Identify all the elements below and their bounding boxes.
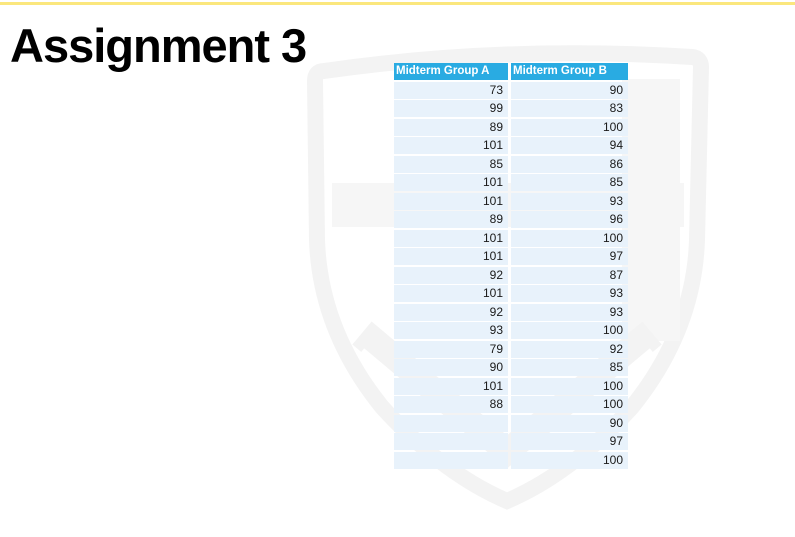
table-row: 90 85 bbox=[394, 359, 628, 376]
cell-group-a: 92 bbox=[394, 303, 508, 321]
table-row: 90 bbox=[394, 414, 628, 432]
table-row: 101 93 bbox=[394, 285, 628, 302]
cell-group-b: 93 bbox=[511, 303, 628, 321]
cell-group-a bbox=[394, 433, 508, 450]
table-row: 92 93 bbox=[394, 303, 628, 321]
cell-group-a: 89 bbox=[394, 211, 508, 228]
page-title: Assignment 3 bbox=[10, 19, 307, 72]
table-row: 79 92 bbox=[394, 340, 628, 358]
cell-group-a: 90 bbox=[394, 359, 508, 376]
cell-group-a: 85 bbox=[394, 155, 508, 173]
page-top-accent-line bbox=[0, 2, 795, 5]
table-row: 101 93 bbox=[394, 192, 628, 210]
cell-group-b: 85 bbox=[511, 359, 628, 376]
table-row: 88 100 bbox=[394, 396, 628, 413]
cell-group-a: 101 bbox=[394, 248, 508, 265]
table-row: 92 87 bbox=[394, 266, 628, 284]
cell-group-b: 100 bbox=[511, 396, 628, 413]
table-row: 101 100 bbox=[394, 229, 628, 247]
cell-group-b: 100 bbox=[511, 229, 628, 247]
cell-group-b: 94 bbox=[511, 137, 628, 154]
column-header-group-a: Midterm Group A bbox=[394, 63, 508, 80]
table-row: 101 97 bbox=[394, 248, 628, 265]
table-header-row: Midterm Group A Midterm Group B bbox=[394, 63, 628, 80]
table-row: 101 100 bbox=[394, 377, 628, 395]
table-body: 73 90 99 83 89 100 101 94 85 86 101 85 101 93 89 96 101 1… bbox=[394, 81, 628, 469]
cell-group-a: 89 bbox=[394, 118, 508, 136]
table-row: 89 100 bbox=[394, 118, 628, 136]
cell-group-a: 92 bbox=[394, 266, 508, 284]
cell-group-b: 100 bbox=[511, 322, 628, 339]
cell-group-b: 100 bbox=[511, 118, 628, 136]
score-table: Midterm Group A Midterm Group B 73 90 99 83… bbox=[394, 63, 628, 470]
cell-group-a: 101 bbox=[394, 174, 508, 191]
cell-group-b: 87 bbox=[511, 266, 628, 284]
cell-group-b: 93 bbox=[511, 192, 628, 210]
cell-group-b: 83 bbox=[511, 100, 628, 117]
cell-group-b: 90 bbox=[511, 81, 628, 99]
table-row: 97 bbox=[394, 433, 628, 450]
cell-group-b: 100 bbox=[511, 377, 628, 395]
table-row: 89 96 bbox=[394, 211, 628, 228]
cell-group-b: 96 bbox=[511, 211, 628, 228]
column-header-group-b: Midterm Group B bbox=[511, 63, 628, 80]
cell-group-b: 97 bbox=[511, 248, 628, 265]
cell-group-b: 93 bbox=[511, 285, 628, 302]
cell-group-b: 100 bbox=[511, 451, 628, 469]
table-row: 100 bbox=[394, 451, 628, 469]
table-row: 101 85 bbox=[394, 174, 628, 191]
cell-group-a: 101 bbox=[394, 137, 508, 154]
cell-group-b: 97 bbox=[511, 433, 628, 450]
cell-group-a: 101 bbox=[394, 192, 508, 210]
cell-group-a: 99 bbox=[394, 100, 508, 117]
cell-group-b: 85 bbox=[511, 174, 628, 191]
cell-group-a bbox=[394, 451, 508, 469]
cell-group-a: 73 bbox=[394, 81, 508, 99]
cell-group-a: 101 bbox=[394, 229, 508, 247]
cell-group-a: 101 bbox=[394, 285, 508, 302]
cell-group-b: 86 bbox=[511, 155, 628, 173]
cell-group-a bbox=[394, 414, 508, 432]
cell-group-a: 79 bbox=[394, 340, 508, 358]
cell-group-a: 101 bbox=[394, 377, 508, 395]
cell-group-b: 90 bbox=[511, 414, 628, 432]
table-row: 101 94 bbox=[394, 137, 628, 154]
table-row: 73 90 bbox=[394, 81, 628, 99]
table-row: 93 100 bbox=[394, 322, 628, 339]
table-row: 99 83 bbox=[394, 100, 628, 117]
table-row: 85 86 bbox=[394, 155, 628, 173]
cell-group-a: 93 bbox=[394, 322, 508, 339]
cell-group-a: 88 bbox=[394, 396, 508, 413]
cell-group-b: 92 bbox=[511, 340, 628, 358]
